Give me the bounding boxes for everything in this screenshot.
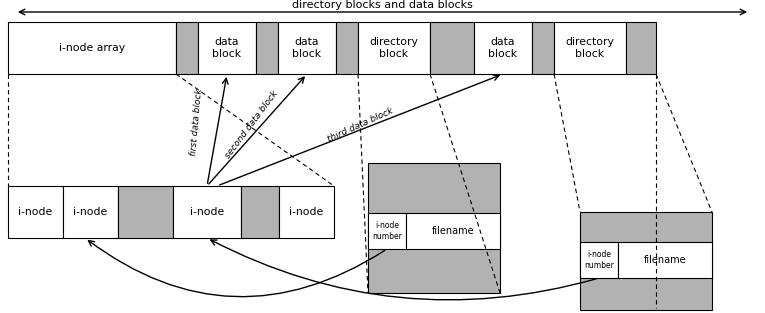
Bar: [173, 186, 241, 238]
Bar: [626, 22, 656, 74]
Text: i-node: i-node: [18, 207, 53, 217]
Text: i-node: i-node: [73, 207, 108, 217]
Text: i-node
number: i-node number: [584, 250, 614, 270]
Text: directory blocks and data blocks: directory blocks and data blocks: [292, 0, 473, 10]
Text: i-node: i-node: [190, 207, 224, 217]
Bar: [618, 242, 712, 278]
Text: third data block: third data block: [326, 106, 394, 144]
Bar: [580, 242, 618, 278]
Bar: [8, 22, 176, 74]
Text: filename: filename: [643, 255, 686, 265]
Bar: [279, 186, 334, 238]
Bar: [554, 22, 626, 74]
Text: data
block: data block: [213, 37, 242, 59]
Bar: [63, 186, 118, 238]
Bar: [176, 22, 198, 74]
Text: i-node array: i-node array: [59, 43, 125, 53]
Text: data
block: data block: [292, 37, 321, 59]
Bar: [406, 213, 500, 249]
Text: first data block: first data block: [190, 88, 204, 156]
Bar: [8, 186, 63, 238]
Bar: [430, 22, 474, 74]
Text: data
block: data block: [488, 37, 518, 59]
Bar: [241, 186, 279, 238]
Text: directory
block: directory block: [565, 37, 614, 59]
Bar: [118, 186, 173, 238]
Text: filename: filename: [431, 226, 474, 236]
Bar: [358, 22, 430, 74]
Bar: [368, 213, 406, 249]
Bar: [256, 22, 278, 74]
Bar: [278, 22, 336, 74]
Bar: [474, 22, 532, 74]
Text: i-node
number: i-node number: [372, 221, 402, 241]
Text: directory
block: directory block: [369, 37, 418, 59]
Text: i-node: i-node: [289, 207, 324, 217]
Bar: [532, 22, 554, 74]
Bar: [336, 22, 358, 74]
Bar: [198, 22, 256, 74]
Bar: [368, 163, 500, 293]
Text: second data block: second data block: [224, 89, 280, 161]
Bar: [580, 212, 712, 310]
